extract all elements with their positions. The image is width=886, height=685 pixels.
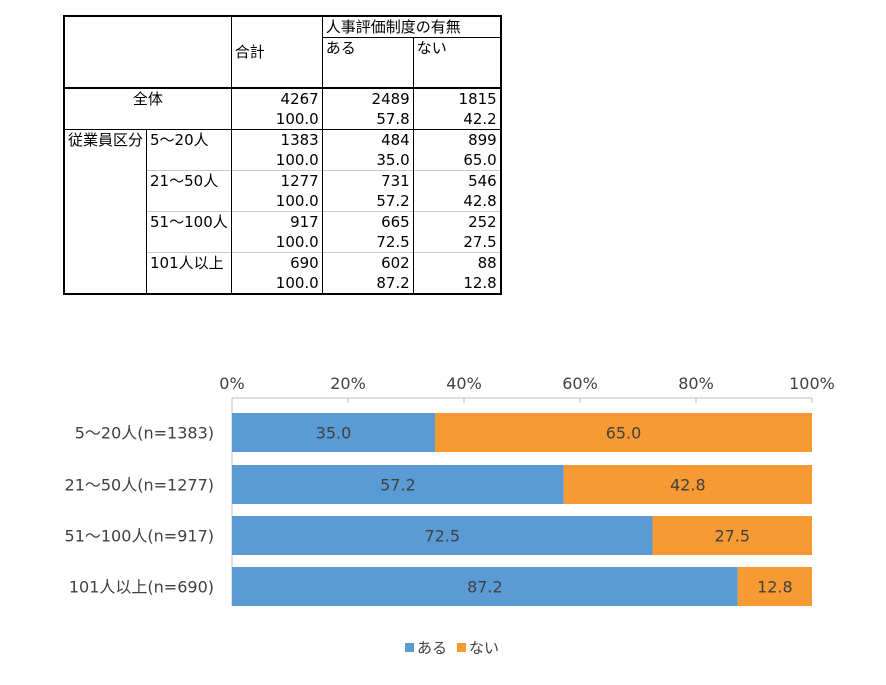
cell-yes-p: 72.5 xyxy=(321,232,414,253)
row-label: 21～50人 xyxy=(146,170,232,212)
category-label: 51～100人(n=917) xyxy=(65,527,214,546)
data-label: 65.0 xyxy=(606,424,642,443)
group-label: 従業員区分 xyxy=(63,129,148,295)
cell-total-p: 100.0 xyxy=(275,110,319,128)
category-label: 5～20人(n=1383) xyxy=(75,424,214,443)
category-label: 21～50人(n=1277) xyxy=(65,476,214,495)
x-tick-label: 0% xyxy=(219,374,244,393)
cell-yes-n: 484 xyxy=(321,129,414,150)
header-total: 合計 xyxy=(231,15,323,89)
data-label: 27.5 xyxy=(714,527,750,546)
cell-total-n: 1277 xyxy=(231,170,323,191)
bar-no xyxy=(563,465,812,504)
x-tick-label: 40% xyxy=(446,374,482,393)
cell-no-p: 27.5 xyxy=(412,232,502,253)
row-label: 5～20人 xyxy=(146,129,232,171)
cell-total-n: 917 xyxy=(231,211,323,232)
statistics-table: 合計 人事評価制度の有無 ある ない 全体 4267 2489 1815 100… xyxy=(62,15,502,295)
x-tick-label: 20% xyxy=(330,374,366,393)
bar-no xyxy=(652,516,812,555)
bar-yes xyxy=(232,567,738,606)
cell-total-p: 100.0 xyxy=(275,192,319,210)
data-label: 42.8 xyxy=(670,476,706,495)
x-tick-label: 100% xyxy=(789,374,835,393)
cell-yes-p: 57.8 xyxy=(321,109,414,130)
bar-yes xyxy=(232,516,653,555)
x-tick-label: 80% xyxy=(678,374,714,393)
cell-no-n: 88 xyxy=(412,252,502,273)
legend-label: ない xyxy=(469,639,499,657)
cell-total-n: 1383 xyxy=(231,129,323,150)
data-label: 12.8 xyxy=(757,578,793,597)
cell-yes-p: 87.2 xyxy=(321,273,414,295)
data-label: 72.5 xyxy=(424,527,460,546)
legend-swatch-no xyxy=(457,643,466,652)
cell-yes-n: 731 xyxy=(321,170,414,191)
cell-no-n: 899 xyxy=(412,129,502,150)
cell-no-n: 1815 xyxy=(412,87,502,109)
cell-no-p: 12.8 xyxy=(412,273,502,295)
cell-yes-n: 665 xyxy=(321,211,414,232)
bar-yes xyxy=(232,413,435,452)
data-label: 87.2 xyxy=(467,578,503,597)
cell-total-n: 690 xyxy=(231,252,323,273)
bar-yes xyxy=(232,465,564,504)
cell-no-p: 42.8 xyxy=(412,191,502,212)
cell-no-n: 546 xyxy=(412,170,502,191)
x-tick-label: 60% xyxy=(562,374,598,393)
row-label-total: 全体 xyxy=(62,87,232,130)
cell-total-n: 4267 xyxy=(231,87,323,109)
cell-yes-n: 602 xyxy=(321,252,414,273)
table-corner-cell xyxy=(62,15,232,89)
row-label: 51～100人 xyxy=(146,211,232,253)
cell-total-p: 100.0 xyxy=(275,151,319,169)
row-label: 101人以上 xyxy=(146,252,232,295)
cell-yes-p: 57.2 xyxy=(321,191,414,212)
cell-no-p: 42.2 xyxy=(412,109,502,130)
cell-yes-n: 2489 xyxy=(321,87,414,109)
cell-total-p: 100.0 xyxy=(275,233,319,251)
cell-total-p: 100.0 xyxy=(231,273,323,295)
cell-no-p: 65.0 xyxy=(412,150,502,171)
cell-no-n: 252 xyxy=(412,211,502,232)
data-label: 57.2 xyxy=(380,476,416,495)
header-yes: ある xyxy=(321,37,414,89)
bar-no xyxy=(737,567,812,606)
category-label: 101人以上(n=690) xyxy=(69,578,214,597)
data-label: 35.0 xyxy=(316,424,352,443)
bar-no xyxy=(435,413,812,452)
legend-swatch-yes xyxy=(405,643,414,652)
cell-yes-p: 35.0 xyxy=(321,150,414,171)
header-main: 人事評価制度の有無 xyxy=(321,15,502,38)
legend-label: ある xyxy=(417,639,447,657)
